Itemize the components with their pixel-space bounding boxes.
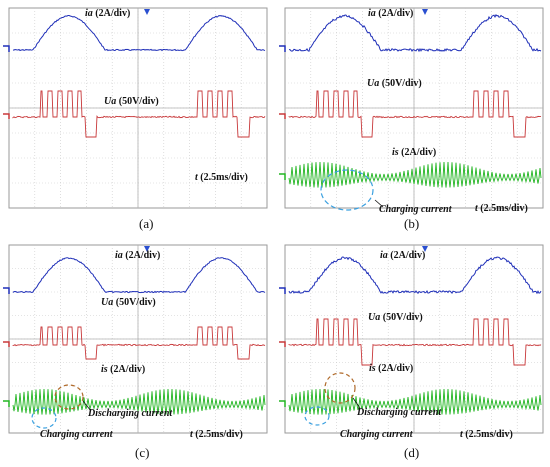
panel-b-ia-label: ia (2A/div) [368,8,413,19]
panel-c-is-label: is (2A/div) [101,364,145,375]
ua-trace [288,90,542,138]
ua-level-marker-icon [3,113,10,119]
panel-b-time-label: t (2.5ms/div) [475,203,528,214]
panel-c-time-label: t (2.5ms/div) [190,429,243,440]
panel-c-ia-label: ia (2A/div) [115,250,160,261]
panel-d-caption: (d) [404,445,419,460]
ia-level-marker-icon [279,287,286,294]
panel-c-discharging-label: Discharging current [87,408,173,419]
ua-trace [288,318,542,366]
trigger-marker-icon [144,9,150,15]
ia-level-marker-icon [3,287,10,294]
ua-trace [12,326,266,360]
discharging-arrow [352,397,361,409]
panel-c-ua-label: Ua (50V/div) [101,297,156,308]
panel-a-ua-label: Ua (50V/div) [104,96,159,107]
panel-d-plot [279,244,544,434]
panel-b-is-label: is (2A/div) [392,147,436,158]
discharging-circle [324,372,356,404]
charging-circle [320,169,374,211]
panel-d-charging-label: Charging current [340,429,414,440]
panel-d-discharging-label: Discharging current [356,407,442,418]
ua-level-marker-icon [3,341,10,347]
discharging-circle [54,384,84,410]
panel-c-caption: (c) [135,445,149,460]
panel-d-ua-label: Ua (50V/div) [368,312,423,323]
charging-circle [31,407,57,429]
panel-b-charging-label: Charging current [379,204,453,215]
charging-circle [304,406,330,426]
panel-b-ua-label: Ua (50V/div) [367,78,422,89]
ia-trace [288,256,542,295]
is-trace [12,388,266,415]
panel-d-time-label: t (2.5ms/div) [460,429,513,440]
is-level-marker-icon [3,400,10,407]
panel-b: ia (2A/div) Ua (50V/div) is (2A/div) Cha… [279,7,544,231]
trigger-marker-icon [422,246,428,252]
ia-level-marker-icon [279,45,286,52]
panel-d: ia (2A/div) Ua (50V/div) is (2A/div) Dis… [279,244,544,460]
panel-a-ia-label: ia (2A/div) [85,8,130,19]
panel-c: ia (2A/div) Ua (50V/div) is (2A/div) Dis… [3,244,268,460]
ua-level-marker-icon [279,341,286,347]
ia-trace [289,14,542,53]
panel-d-is-label: is (2A/div) [369,363,413,374]
panel-c-charging-label: Charging current [40,429,114,440]
panel-a-plot [3,7,268,209]
is-level-marker-icon [279,400,286,407]
panel-a: ia (2A/div) Ua (50V/div) t (2.5ms/div) (… [3,7,268,231]
discharging-arrow [82,400,92,412]
panel-c-plot [3,244,268,434]
is-level-marker-icon [279,173,286,180]
ua-level-marker-icon [279,113,286,119]
charging-arrow [374,199,384,208]
panel-a-time-label: t (2.5ms/div) [195,172,248,183]
panel-b-caption: (b) [404,216,419,231]
panel-a-caption: (a) [139,216,153,231]
ia-level-marker-icon [3,45,10,52]
is-trace [288,388,542,415]
ia-trace [12,257,266,294]
ua-trace [12,90,266,138]
panel-b-plot [279,7,544,211]
trigger-marker-icon [422,9,428,15]
is-trace [288,161,542,188]
trigger-marker-icon [144,246,150,252]
panel-d-ia-label: ia (2A/div) [380,250,425,261]
ia-trace [12,15,266,52]
